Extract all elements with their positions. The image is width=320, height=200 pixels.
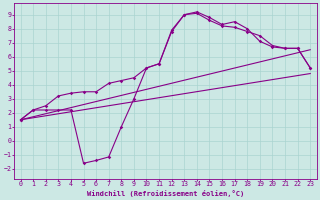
X-axis label: Windchill (Refroidissement éolien,°C): Windchill (Refroidissement éolien,°C)	[87, 190, 244, 197]
